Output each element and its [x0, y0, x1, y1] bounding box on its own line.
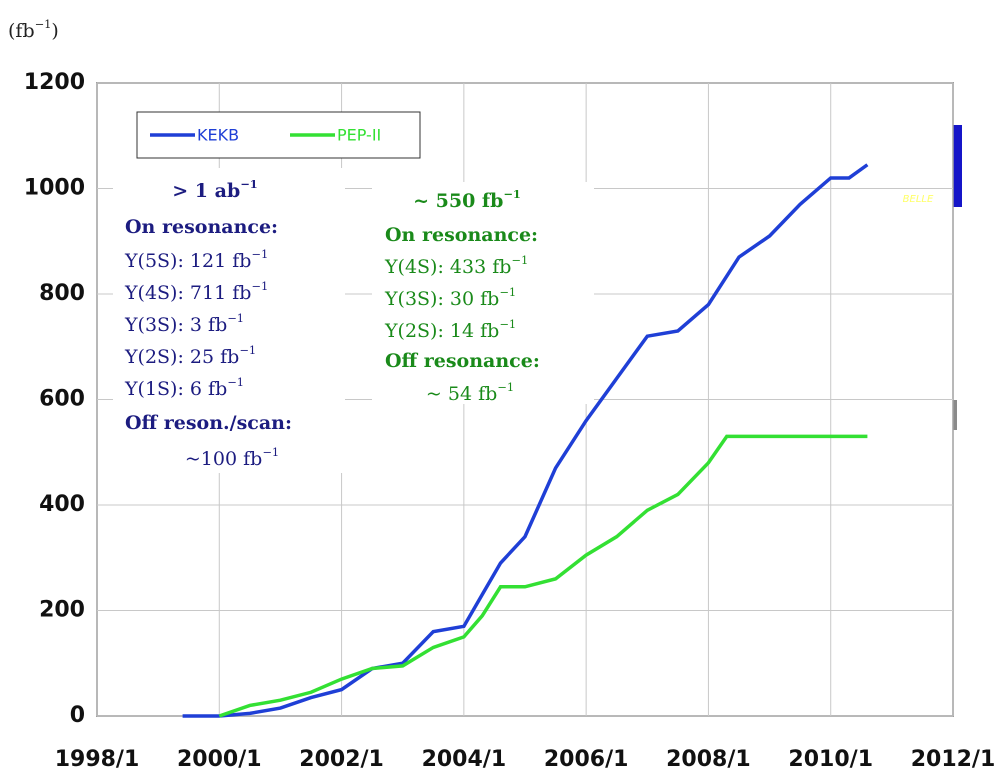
text-span: Υ(5S): 121 fb	[124, 250, 251, 272]
annotation-line: Off reson./scan:	[125, 412, 292, 434]
annotation-line: Υ(4S): 711 fb−1	[124, 279, 268, 304]
annotation-line: On resonance:	[125, 216, 278, 238]
text-span: Υ(2S): 14 fb	[384, 320, 499, 342]
annotation-line: Υ(3S): 3 fb−1	[124, 311, 244, 336]
text-span: Υ(2S): 25 fb	[124, 346, 239, 368]
text-span: )	[51, 20, 58, 42]
y-tick-label: 400	[39, 492, 85, 517]
x-tick-label: 2002/1	[299, 747, 384, 772]
y-tick-label: 1200	[24, 70, 85, 95]
superscript: −1	[35, 17, 52, 31]
y-tick-label: 1000	[24, 176, 85, 201]
superscript: −1	[227, 375, 244, 389]
annotation-line: Υ(3S): 30 fb−1	[384, 285, 516, 310]
text-span: Off resonance:	[385, 350, 540, 372]
superscript: −1	[262, 445, 279, 459]
x-tick-label: 2008/1	[666, 747, 751, 772]
text-span: > 1 ab	[172, 180, 240, 202]
superscript: −1	[227, 311, 244, 325]
text-span: (fb	[8, 20, 35, 42]
chart: 0 200 400 600 800 1000 1200 1998/1 2000/1 2002/1 2…	[0, 0, 1006, 778]
y-tick-label: 600	[39, 387, 85, 412]
x-tick-label: 2004/1	[422, 747, 507, 772]
text-span: Υ(4S): 711 fb	[124, 282, 251, 304]
text-span: On resonance:	[125, 216, 278, 238]
text-span: ~ 550 fb	[413, 190, 503, 212]
x-tick-label: 2010/1	[788, 747, 873, 772]
x-tick-label: 2000/1	[177, 747, 262, 772]
legend-label: KEKB	[197, 126, 239, 145]
y-tick-label: 800	[39, 281, 85, 306]
text-span: On resonance:	[385, 224, 538, 246]
annotation-line: On resonance:	[385, 224, 538, 246]
y-axis-label: (fb−1)	[8, 17, 59, 42]
text-span: Υ(1S): 6 fb	[124, 378, 227, 400]
page: 0 200 400 600 800 1000 1200 1998/1 2000/1 2002/1 2…	[0, 0, 1006, 778]
annotation-line: Υ(4S): 433 fb−1	[384, 253, 528, 278]
superscript: −1	[251, 247, 268, 261]
annotation-line: Off resonance:	[385, 350, 540, 372]
x-tick-label: 2006/1	[544, 747, 629, 772]
y-tick-label: 200	[39, 598, 85, 623]
superscript: −1	[251, 279, 268, 293]
x-tick-label: 1998/1	[55, 747, 140, 772]
superscript: −1	[239, 343, 256, 357]
text-span: Υ(3S): 3 fb	[124, 314, 227, 336]
legend-label: PEP-II	[337, 126, 381, 145]
superscript: −1	[503, 187, 520, 201]
superscript: −1	[240, 177, 257, 191]
superscript: −1	[499, 285, 516, 299]
superscript: −1	[497, 380, 514, 394]
annotation-line: Υ(1S): 6 fb−1	[124, 375, 244, 400]
logo-text: BELLE	[903, 194, 934, 205]
y-tick-label: 0	[70, 703, 85, 728]
annotation-line: Υ(2S): 25 fb−1	[124, 343, 256, 368]
text-span: Off reson./scan:	[125, 412, 292, 434]
annotation-line: Υ(5S): 121 fb−1	[124, 247, 268, 272]
x-tick-label: 2012/1	[911, 747, 996, 772]
text-span: Υ(4S): 433 fb	[384, 256, 511, 278]
text-span: ~100 fb	[185, 448, 262, 470]
annotation-line: Υ(2S): 14 fb−1	[384, 317, 516, 342]
text-span: Υ(3S): 30 fb	[384, 288, 499, 310]
superscript: −1	[511, 253, 528, 267]
superscript: −1	[499, 317, 516, 331]
text-span: ~ 54 fb	[426, 383, 497, 405]
